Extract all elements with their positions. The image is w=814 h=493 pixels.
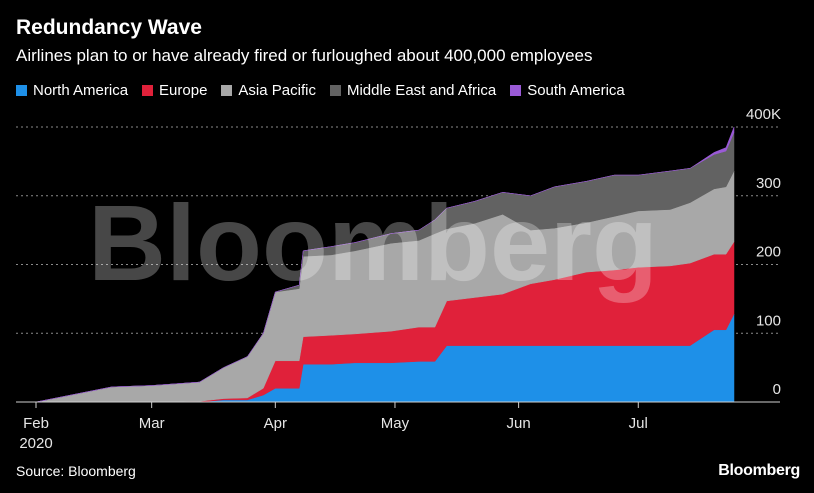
x-tick-label: Jul xyxy=(629,415,648,432)
chart-legend: North America Europe Asia Pacific Middle… xyxy=(16,82,625,99)
x-tick-label: May xyxy=(381,415,410,432)
y-tick-label: 200 xyxy=(756,244,781,261)
legend-label-europe: Europe xyxy=(159,82,208,99)
legend-label-north-america: North America xyxy=(33,82,129,99)
x-tick-label: Jun xyxy=(507,415,531,432)
x-tick-sublabel: 2020 xyxy=(19,435,52,452)
y-tick-label: 300 xyxy=(756,175,781,192)
x-tick-label: Mar xyxy=(139,415,165,432)
y-tick-label: 400K xyxy=(746,106,781,123)
stacked-areas xyxy=(35,126,735,403)
bloomberg-logo: Bloomberg xyxy=(718,462,800,479)
legend-item-north-america: North America xyxy=(16,82,128,99)
y-axis-labels: 0 100 200 300 400K xyxy=(746,106,781,398)
legend-label-middle-east-africa: Middle East and Africa xyxy=(346,82,497,99)
legend-swatch-asia-pacific xyxy=(221,85,233,96)
legend-item-middle-east-africa: Middle East and Africa xyxy=(329,82,497,99)
y-tick-label: 100 xyxy=(756,312,781,329)
legend-item-south-america: South America xyxy=(510,82,625,99)
legend-swatch-middle-east-africa xyxy=(329,85,341,96)
x-axis-ticks: Feb 2020 Mar Apr May Jun Jul xyxy=(19,402,648,452)
legend-label-asia-pacific: Asia Pacific xyxy=(238,82,316,99)
y-tick-label: 0 xyxy=(773,381,781,398)
source-note: Source: Bloomberg xyxy=(16,463,136,479)
legend-label-south-america: South America xyxy=(527,82,625,99)
legend-swatch-south-america xyxy=(510,85,522,96)
area-series-south-america xyxy=(35,126,735,403)
x-tick-label: Apr xyxy=(264,415,287,432)
chart-title: Redundancy Wave xyxy=(16,16,202,39)
chart-subtitle: Airlines plan to or have already fired o… xyxy=(16,46,593,65)
legend-item-asia-pacific: Asia Pacific xyxy=(221,82,316,99)
bloomberg-watermark: Bloomberg xyxy=(88,182,658,303)
legend-item-europe: Europe xyxy=(142,82,207,99)
legend-swatch-europe xyxy=(142,85,154,96)
legend-swatch-north-america xyxy=(16,85,27,96)
x-tick-label: Feb xyxy=(23,415,49,432)
